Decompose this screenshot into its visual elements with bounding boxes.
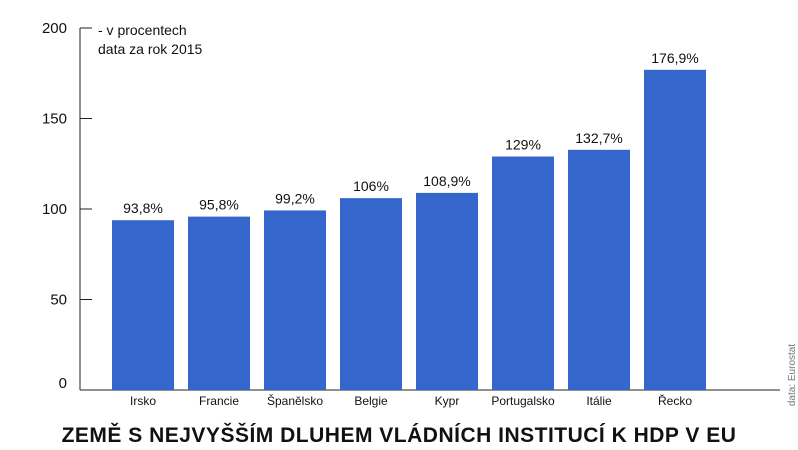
bar — [644, 69, 706, 390]
category-label: Kypr — [435, 394, 460, 408]
y-ticks: 0 50 100 150 200 — [42, 20, 92, 392]
category-label: Řecko — [658, 393, 692, 408]
y-tick-label: 100 — [42, 201, 67, 218]
bar-value-label: 93,8% — [123, 200, 163, 216]
bar-value-label: 99,2% — [275, 190, 315, 206]
chart-note-line-1: - v procentech — [98, 22, 187, 38]
bar-value-label: 95,8% — [199, 197, 239, 213]
y-tick-label: 50 — [50, 292, 67, 309]
category-label: Francie — [199, 394, 239, 408]
bar — [568, 149, 630, 390]
bar-value-label: 106% — [353, 178, 389, 194]
bar-value-labels: 93,8% 95,8% 99,2% 106% 108,9% 129% 132,7% 176,9… — [123, 50, 699, 216]
bar-value-label: 129% — [505, 137, 541, 153]
chart-note-line-2: data za rok 2015 — [98, 41, 203, 57]
bar-value-label: 132,7% — [575, 130, 622, 146]
bar — [264, 210, 326, 390]
y-tick-label: 150 — [42, 111, 67, 128]
bar-value-label: 108,9% — [423, 173, 470, 189]
chart-title: ZEMĚ S NEJVYŠŠÍM DLUHEM VLÁDNÍCH INSTITU… — [62, 423, 737, 447]
bars — [112, 69, 706, 390]
category-label: Portugalsko — [491, 394, 555, 408]
bar — [416, 192, 478, 390]
bar — [112, 220, 174, 390]
y-tick-label: 200 — [42, 20, 67, 37]
bar — [492, 156, 554, 390]
y-tick-label: 0 — [59, 375, 67, 392]
category-label: Itálie — [586, 394, 612, 408]
category-label: Belgie — [354, 394, 388, 408]
bar — [188, 216, 250, 390]
category-label: Španělsko — [267, 393, 323, 408]
category-label: Irsko — [130, 394, 156, 408]
bar — [340, 198, 402, 390]
category-labels: Irsko Francie Španělsko Belgie Kypr Portugals… — [130, 393, 692, 408]
chart-source: data: Eurostat — [787, 344, 798, 406]
bar-value-label: 176,9% — [651, 50, 698, 66]
